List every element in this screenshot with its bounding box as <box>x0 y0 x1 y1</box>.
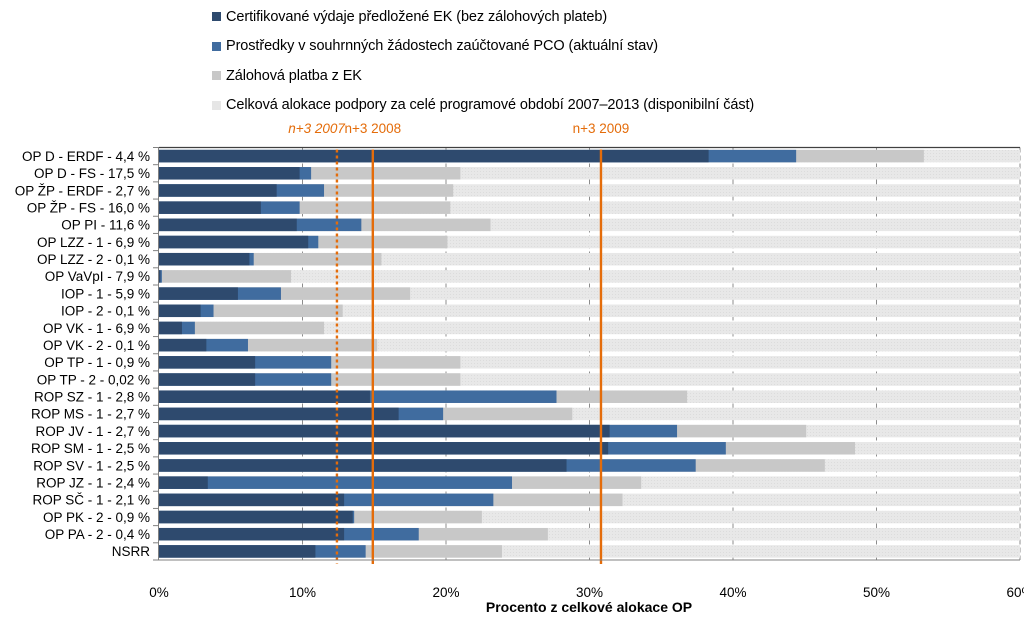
bar-allocation <box>159 304 1020 318</box>
bar-certified <box>159 356 256 369</box>
legend-label: Celková alokace podpory za celé programo… <box>226 97 755 114</box>
category-label: IOP - 1 - 5,9 % <box>61 286 150 301</box>
category-label: ROP SV - 1 - 2,5 % <box>33 458 150 473</box>
category-label: ROP SČ - 1 - 2,1 % <box>32 493 150 508</box>
category-label: OP ŽP - ERDF - 2,7 % <box>15 183 150 198</box>
axes: OP D - ERDF - 4,4 % OP D - FS - 17,5 % OP … <box>15 146 1024 600</box>
category-label: OP VaVpI - 7,9 % <box>45 269 150 284</box>
bar-certified <box>159 493 345 507</box>
category-label: OP D - FS - 17,5 % <box>34 166 150 181</box>
bar-certified <box>159 527 345 541</box>
category-label: OP PK - 2 - 0,9 % <box>43 510 150 525</box>
category-label: ROP JZ - 1 - 2,4 % <box>36 475 150 490</box>
legend-item: Zálohová platba z EK <box>212 61 754 91</box>
bar-certified <box>159 476 208 489</box>
legend-swatch <box>212 12 221 22</box>
bar-certified <box>159 338 207 352</box>
bar-certified <box>159 304 201 318</box>
category-label: OP ŽP - FS - 16,0 % <box>27 200 150 215</box>
category-label: ROP SZ - 1 - 2,8 % <box>34 390 150 405</box>
bar-pco <box>159 476 513 489</box>
legend-label: Prostředky v souhrnných žádostech zaúčto… <box>226 38 659 55</box>
bar-certified <box>159 252 250 266</box>
category-label: OP D - ERDF - 4,4 % <box>22 149 150 164</box>
category-label: OP VK - 1 - 6,9 % <box>43 321 150 336</box>
bar-certified <box>159 459 567 472</box>
bar-advance <box>159 321 325 335</box>
x-tick-label: 40% <box>719 585 746 600</box>
bar-certified <box>159 218 297 232</box>
legend-item: Celková alokace podpory za celé programo… <box>212 91 754 121</box>
bar-allocation <box>159 270 1020 283</box>
bar-allocation <box>159 321 1020 335</box>
bars <box>159 149 1020 558</box>
reference-line-label: n+3 2008 <box>344 121 401 136</box>
legend-item: Prostředky v souhrnných žádostech zaúčto… <box>212 32 754 62</box>
bar-certified <box>159 390 370 403</box>
bar-certified <box>159 201 261 214</box>
bar-certified <box>159 442 609 455</box>
x-tick-label: 20% <box>432 585 459 600</box>
legend-label: Certifikované výdaje předložené EK (bez … <box>226 8 608 25</box>
bar-certified <box>159 407 399 421</box>
legend-item: Certifikované výdaje předložené EK (bez … <box>212 2 754 32</box>
x-tick-label: 0% <box>149 585 169 600</box>
category-label: OP LZZ - 1 - 6,9 % <box>37 235 150 250</box>
category-label: OP LZZ - 2 - 0,1 % <box>37 252 150 267</box>
bar-certified <box>159 545 316 558</box>
legend-swatch <box>212 71 221 81</box>
bar-certified <box>159 373 256 386</box>
category-label: OP TP - 1 - 0,9 % <box>44 355 150 370</box>
gridlines <box>302 147 1021 560</box>
x-axis-title: Procento z celkové alokace OP <box>486 599 692 615</box>
reference-lines: n+3 2007 n+3 2008 n+3 2009 <box>288 121 629 564</box>
legend-swatch <box>212 41 221 51</box>
bar-certified <box>159 270 161 283</box>
bar-advance <box>159 270 292 283</box>
x-tick-label: 60% <box>1006 585 1024 600</box>
category-label: OP VK - 2 - 0,1 % <box>43 338 150 353</box>
x-tick-label: 10% <box>289 585 316 600</box>
legend-label: Zálohová platba z EK <box>226 67 362 84</box>
bar-certified <box>159 424 610 438</box>
chart-legend: Certifikované výdaje předložené EK (bez … <box>212 2 754 120</box>
reference-line-label: n+3 2009 <box>573 121 630 136</box>
category-label: NSRR <box>112 544 151 559</box>
category-label: IOP - 2 - 0,1 % <box>61 304 150 319</box>
reference-line-label: n+3 2007 <box>288 121 345 136</box>
legend-swatch <box>212 100 221 110</box>
bar-certified <box>159 235 309 249</box>
x-tick-label: 30% <box>576 585 603 600</box>
category-label: ROP SM - 1 - 2,5 % <box>31 441 150 456</box>
bar-certified <box>159 321 182 335</box>
bar-certified <box>159 167 300 180</box>
category-label: OP TP - 2 - 0,02 % <box>37 372 150 387</box>
bar-certified <box>159 149 709 163</box>
category-label: OP PA - 2 - 0,4 % <box>45 527 150 542</box>
bar-certified <box>159 510 353 524</box>
bar-certified <box>159 184 277 197</box>
category-label: ROP JV - 1 - 2,7 % <box>35 424 150 439</box>
bar-certified <box>159 287 238 300</box>
x-tick-label: 50% <box>863 585 890 600</box>
category-label: OP PI - 11,6 % <box>61 218 150 233</box>
category-label: ROP MS - 1 - 2,7 % <box>31 407 150 422</box>
